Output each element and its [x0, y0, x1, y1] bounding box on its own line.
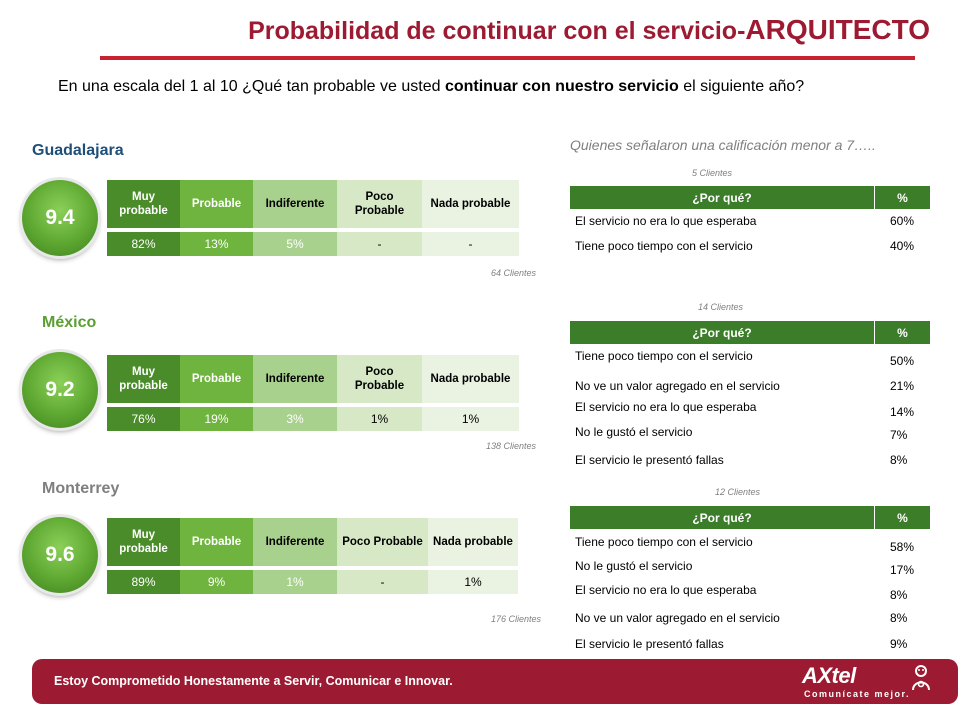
- scale-header: Nada probable: [422, 180, 519, 228]
- mascot-icon: [912, 665, 930, 691]
- scale-value: -: [422, 232, 519, 256]
- scale-header: Muy probable: [107, 518, 180, 566]
- why-clients-guadalajara: 5 Clientes: [692, 168, 733, 178]
- low-score-subheading: Quienes señalaron una calificación menor…: [570, 137, 876, 153]
- clients-count-mexico: 138 Clientes: [485, 441, 536, 451]
- scale-header: Nada probable: [428, 518, 518, 566]
- survey-question: En una escala del 1 al 10 ¿Qué tan proba…: [58, 78, 805, 95]
- score-circle-guadalajara: 9.4: [22, 180, 98, 256]
- reasons-header: ¿Por qué?%: [570, 186, 930, 209]
- scale-header: Nada probable: [422, 355, 519, 403]
- scale-value: -: [337, 570, 428, 594]
- title-main: Probabilidad de continuar con el servici…: [248, 17, 746, 45]
- scale-value: 1%: [253, 570, 337, 594]
- clients-count-guadalajara: 64 Clientes: [490, 268, 536, 278]
- axtel-logo: AXtel Comunícate mejor.: [802, 663, 947, 701]
- logo-text: AXtel: [802, 663, 856, 688]
- scale-header: Poco Probable: [337, 180, 422, 228]
- scale-value: 82%: [107, 232, 180, 256]
- score-circle-mexico: 9.2: [22, 352, 98, 428]
- scale-table-monterrey: Muy probable Probable Indiferente Poco P…: [107, 518, 518, 594]
- reasons-header: ¿Por qué?%: [570, 321, 930, 344]
- scale-header: Probable: [180, 180, 253, 228]
- scale-table-guadalajara: Muy probable Probable Indiferente Poco P…: [107, 180, 519, 256]
- scale-header: Indiferente: [253, 180, 337, 228]
- score-circle-monterrey: 9.6: [22, 517, 98, 593]
- scale-header: Probable: [180, 518, 253, 566]
- reasons-table-monterrey: ¿Por qué?% Tiene poco tiempo con el serv…: [570, 506, 930, 656]
- city-label-guadalajara: Guadalajara: [32, 142, 124, 159]
- why-clients-mexico: 14 Clientes: [698, 302, 744, 312]
- scale-value: 89%: [107, 570, 180, 594]
- city-label-mexico: México: [42, 314, 97, 331]
- scale-table-mexico: Muy probable Probable Indiferente Poco P…: [107, 355, 519, 431]
- scale-header: Probable: [180, 355, 253, 403]
- scale-header: Poco Probable: [337, 518, 428, 566]
- scale-header: Poco Probable: [337, 355, 422, 403]
- scale-header: Indiferente: [253, 355, 337, 403]
- reasons-table-mexico: ¿Por qué?% Tiene poco tiempo con el serv…: [570, 321, 930, 471]
- reasons-header: ¿Por qué?%: [570, 506, 930, 529]
- scale-value: 19%: [180, 407, 253, 431]
- why-clients-monterrey: 12 Clientes: [715, 487, 761, 497]
- title-rule: [100, 56, 915, 60]
- scale-value: 76%: [107, 407, 180, 431]
- scale-header: Indiferente: [253, 518, 337, 566]
- scale-value: 1%: [428, 570, 518, 594]
- scale-header: Muy probable: [107, 355, 180, 403]
- scale-value: 5%: [253, 232, 337, 256]
- scale-value: 3%: [253, 407, 337, 431]
- footer-banner: Estoy Comprometido Honestamente a Servir…: [32, 659, 958, 704]
- scale-value: 1%: [422, 407, 519, 431]
- scale-value: -: [337, 232, 422, 256]
- clients-count-monterrey: 176 Clientes: [490, 614, 541, 624]
- scale-header: Muy probable: [107, 180, 180, 228]
- reasons-table-guadalajara: ¿Por qué?% El servicio no era lo que esp…: [570, 186, 930, 266]
- city-label-monterrey: Monterrey: [42, 480, 120, 497]
- scale-value: 9%: [180, 570, 253, 594]
- logo-tagline: Comunícate mejor.: [804, 689, 911, 699]
- scale-value: 13%: [180, 232, 253, 256]
- scale-value: 1%: [337, 407, 422, 431]
- footer-slogan: Estoy Comprometido Honestamente a Servir…: [54, 674, 453, 688]
- page-title: Probabilidad de continuar con el servici…: [0, 14, 930, 46]
- title-accent: ARQUITECTO: [745, 14, 930, 45]
